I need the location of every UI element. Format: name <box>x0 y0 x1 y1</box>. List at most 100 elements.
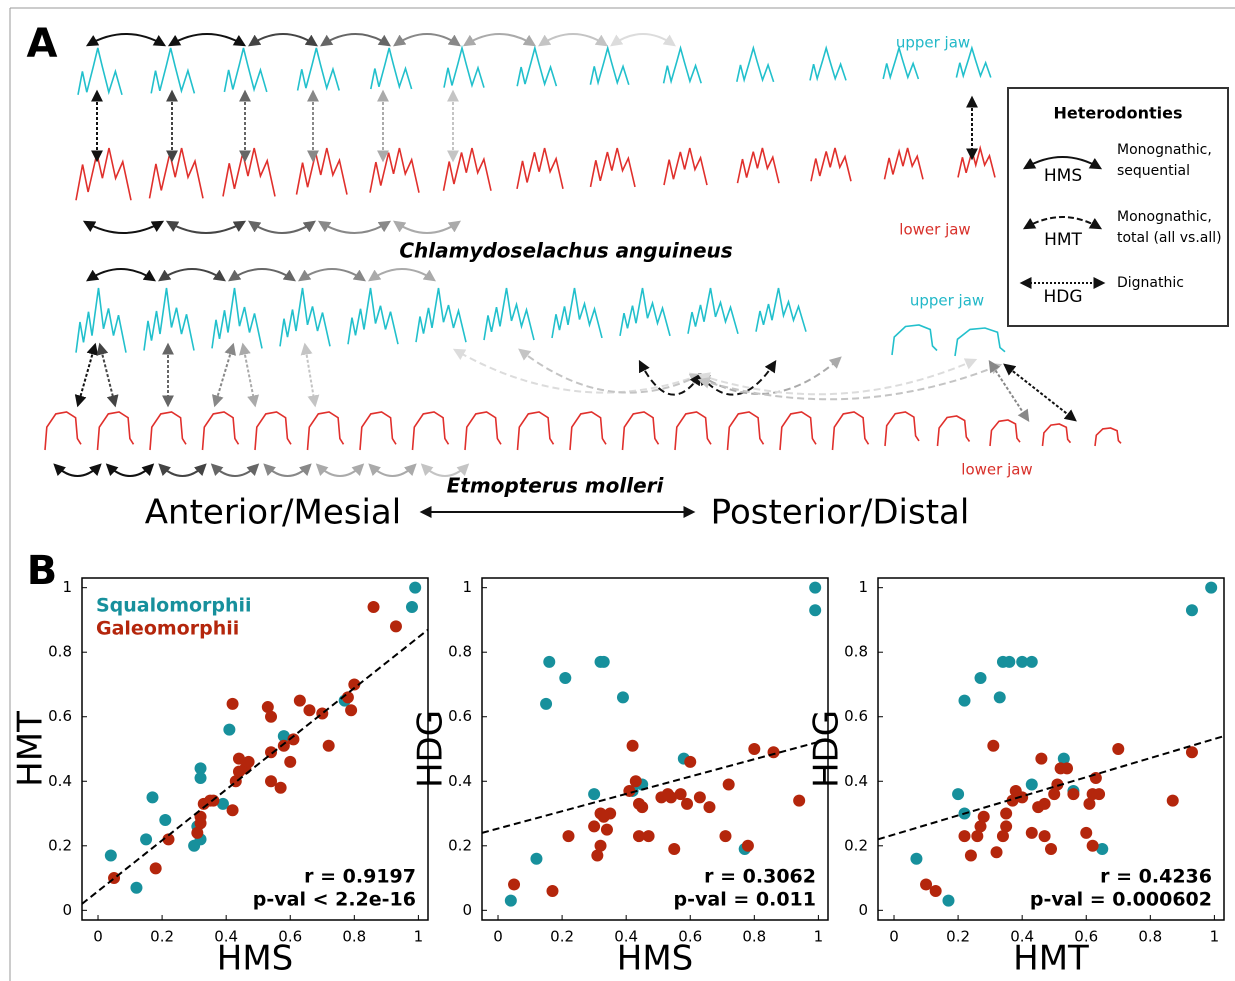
x-tick-label: 0.6 <box>278 928 302 946</box>
point <box>642 830 655 843</box>
point <box>1038 830 1051 843</box>
arrow <box>368 268 436 282</box>
arrow <box>165 220 247 234</box>
annotation: p-val = 0.011 <box>674 889 816 911</box>
point <box>1025 826 1038 839</box>
point <box>389 620 402 633</box>
tooth <box>77 47 123 96</box>
point <box>223 723 236 736</box>
tooth <box>411 411 450 451</box>
point <box>971 830 984 843</box>
x-tick-label: 0.4 <box>214 928 238 946</box>
point <box>146 791 159 804</box>
plot-frame <box>481 577 829 921</box>
point <box>1112 743 1125 755</box>
point <box>693 791 706 804</box>
species-name: Etmopterus molleri <box>447 474 665 498</box>
point <box>1086 839 1099 852</box>
arrow <box>420 463 470 477</box>
x-tick-label: 0.8 <box>342 928 366 946</box>
point <box>588 820 601 833</box>
y-tick-label: 0.8 <box>448 643 472 661</box>
point <box>929 884 942 897</box>
point <box>809 581 822 594</box>
point <box>1205 581 1218 594</box>
point <box>594 839 607 852</box>
tooth <box>955 45 992 79</box>
annotation: p-val < 2.2e-16 <box>253 889 416 911</box>
point <box>636 801 649 814</box>
y-tick-label: 0.6 <box>844 707 868 725</box>
tooth <box>296 47 340 91</box>
point <box>1025 655 1038 668</box>
point <box>952 788 965 801</box>
y-tick-label: 0.8 <box>844 643 868 661</box>
point <box>974 820 987 833</box>
point <box>277 739 290 752</box>
x-tick-label: 0 <box>93 928 103 946</box>
legend-entry: Galeomorphii <box>96 618 239 640</box>
tooth <box>662 44 702 85</box>
x-tick-label: 0.8 <box>742 928 766 946</box>
x-tick-label: 0.2 <box>946 928 970 946</box>
point <box>993 691 1006 704</box>
tooth <box>619 287 671 337</box>
arrow <box>1003 363 1077 422</box>
x-tick-label: 0.4 <box>1010 928 1034 946</box>
tooth <box>884 411 920 447</box>
point <box>1185 604 1198 617</box>
x-tick-label: 1 <box>814 928 824 946</box>
x-tick-label: 0.4 <box>614 928 638 946</box>
arrow <box>74 342 99 408</box>
tooth <box>779 411 817 451</box>
point <box>722 778 735 791</box>
arrow <box>96 342 119 408</box>
arrow <box>315 463 365 477</box>
point <box>191 826 204 839</box>
tooth <box>687 287 739 335</box>
tooth <box>810 147 852 182</box>
point <box>1016 655 1029 668</box>
y-tick-label: 1 <box>462 578 472 596</box>
point <box>1185 746 1198 759</box>
point <box>348 678 361 691</box>
point <box>910 852 923 865</box>
tooth <box>295 147 348 195</box>
arrow <box>210 463 260 477</box>
point <box>681 797 694 810</box>
point <box>508 878 521 891</box>
arrow <box>158 268 226 282</box>
point <box>977 810 990 823</box>
tooth <box>736 45 775 84</box>
point <box>530 852 543 865</box>
tooth <box>442 147 492 191</box>
point <box>265 746 278 759</box>
arrow <box>212 342 236 408</box>
point <box>540 697 553 710</box>
point <box>674 788 687 801</box>
direction-label: Anterior/Mesial <box>145 493 401 533</box>
y-tick-label: 0.6 <box>448 707 472 725</box>
point <box>767 746 780 759</box>
arrow <box>317 220 392 234</box>
point <box>261 701 274 714</box>
point <box>1093 788 1106 801</box>
legend-entry: Squalomorphii <box>96 595 252 617</box>
plot-frame <box>877 577 1225 921</box>
tooth <box>883 147 924 180</box>
arrow <box>319 33 392 47</box>
tooth <box>726 411 765 451</box>
point <box>559 672 572 685</box>
jaw-label: lower jaw <box>899 221 970 239</box>
x-tick-label: 0.2 <box>550 928 574 946</box>
point <box>665 791 678 804</box>
tooth <box>936 415 971 447</box>
legend-title: Heterodonties <box>1054 104 1183 123</box>
annotation: r = 0.3062 <box>704 866 816 888</box>
point <box>741 839 754 852</box>
tooth <box>211 287 263 349</box>
tooth <box>674 411 712 451</box>
point <box>591 849 604 862</box>
arrow <box>462 33 537 47</box>
arrow <box>248 220 316 234</box>
